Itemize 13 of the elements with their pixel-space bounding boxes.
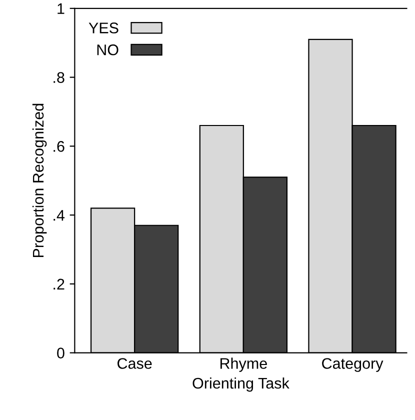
y-tick-label: .4 <box>54 210 65 221</box>
y-axis-title: Proportion Recognized <box>32 104 47 258</box>
y-tick-label: 0 <box>57 348 64 358</box>
x-axis-title: Orienting Task <box>192 377 290 392</box>
y-tick-label: .8 <box>54 72 64 83</box>
legend-label: YES <box>88 22 118 34</box>
y-tick-label: .2 <box>54 278 64 290</box>
x-tick-label: Rhyme <box>220 358 267 372</box>
x-tick-label: Category <box>322 358 384 372</box>
x-tick-label: Case <box>118 358 152 369</box>
y-tick-label: .6 <box>54 141 64 152</box>
y-tick-label: 1 <box>58 3 64 14</box>
legend-label: NO <box>97 44 118 56</box>
